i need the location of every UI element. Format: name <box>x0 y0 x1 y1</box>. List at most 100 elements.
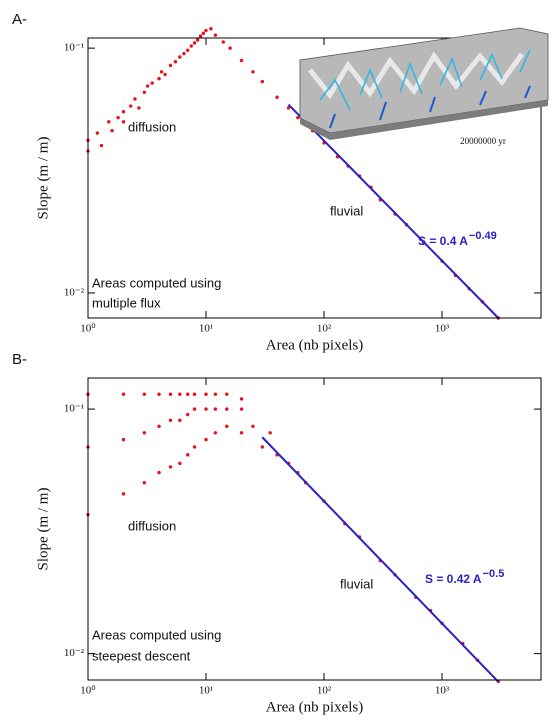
annotation: fluvial <box>330 203 363 218</box>
x-tick-label: 10³ <box>435 685 450 697</box>
point <box>159 70 164 74</box>
point <box>157 424 161 429</box>
point <box>268 431 272 435</box>
x-tick-label: 10² <box>317 685 332 697</box>
point <box>251 70 255 74</box>
point <box>157 470 161 475</box>
point <box>275 95 279 99</box>
point <box>107 120 111 124</box>
point <box>121 437 126 442</box>
point <box>121 109 126 114</box>
y-tick-label: 10⁻¹ <box>64 42 84 54</box>
point <box>198 34 203 38</box>
x-tick-label: 10⁰ <box>80 323 96 335</box>
annotation: diffusion <box>128 119 176 134</box>
point <box>142 90 147 95</box>
panel-label: A- <box>12 11 27 28</box>
point <box>168 465 173 469</box>
y-axis-label: Slope (m / m) <box>35 488 51 571</box>
fit-exponent: −0.49 <box>469 230 497 242</box>
point <box>209 27 213 31</box>
inset-caption: 20000000 yr <box>460 136 506 146</box>
point <box>142 392 147 396</box>
fit-line <box>261 436 500 683</box>
point <box>195 38 200 42</box>
point <box>110 128 114 133</box>
annotation: steepest descent <box>92 648 191 663</box>
x-tick-label: 10¹ <box>199 685 213 697</box>
point <box>213 33 218 37</box>
axes-frame <box>87 377 542 681</box>
point <box>150 81 154 85</box>
point <box>221 40 225 44</box>
annotation: multiple flux <box>92 295 161 310</box>
point <box>239 397 244 401</box>
annotation: fluvial <box>340 576 373 591</box>
point <box>116 115 120 120</box>
point <box>173 60 178 64</box>
point <box>213 407 218 411</box>
point <box>213 431 218 435</box>
point <box>178 392 182 396</box>
point <box>95 131 100 135</box>
point <box>192 392 197 396</box>
point <box>186 412 190 417</box>
point <box>189 44 193 48</box>
inset-terrain <box>299 27 549 140</box>
point <box>121 120 126 124</box>
point <box>251 424 255 429</box>
point <box>225 424 229 429</box>
point <box>260 79 265 84</box>
point <box>182 51 186 56</box>
fit-label: S = 0.4 A <box>418 234 468 248</box>
point <box>121 392 126 396</box>
point <box>204 392 208 396</box>
point <box>192 445 197 449</box>
point <box>192 41 197 45</box>
point <box>186 453 190 457</box>
annotation: diffusion <box>128 518 176 533</box>
point <box>296 115 300 120</box>
point <box>168 392 173 396</box>
point <box>137 106 141 110</box>
y-axis-label: Slope (m / m) <box>35 137 51 220</box>
point <box>286 106 291 110</box>
point <box>128 104 133 108</box>
x-tick-label: 10¹ <box>199 323 213 335</box>
point <box>186 392 190 396</box>
point <box>228 46 232 50</box>
point <box>192 407 197 411</box>
point <box>201 31 206 35</box>
annotation: Areas computed using <box>92 627 221 642</box>
y-tick-label: 10⁻² <box>64 647 85 659</box>
x-axis-label: Area (nb pixels) <box>266 337 363 353</box>
point <box>186 48 190 52</box>
point <box>142 431 147 435</box>
x-tick-label: 10² <box>317 323 332 335</box>
point <box>99 143 104 148</box>
point <box>225 392 229 396</box>
point <box>178 55 182 59</box>
point <box>157 77 161 81</box>
fit-line <box>287 103 500 319</box>
fit-label: S = 0.42 A <box>425 572 482 586</box>
point <box>168 63 173 68</box>
point <box>145 84 150 88</box>
point <box>163 72 167 77</box>
point <box>178 461 182 466</box>
y-tick-label: 10⁻¹ <box>64 403 84 415</box>
x-tick-label: 10³ <box>435 323 450 335</box>
point <box>204 437 208 442</box>
point <box>121 492 126 496</box>
point <box>168 418 173 422</box>
point <box>213 392 218 396</box>
fit-exponent: −0.5 <box>483 568 505 580</box>
panel-label: B- <box>12 351 27 368</box>
y-tick-label: 10⁻² <box>64 286 85 298</box>
point <box>157 392 161 396</box>
point <box>239 58 244 63</box>
point <box>239 407 244 411</box>
point <box>239 431 244 435</box>
point <box>133 97 137 101</box>
